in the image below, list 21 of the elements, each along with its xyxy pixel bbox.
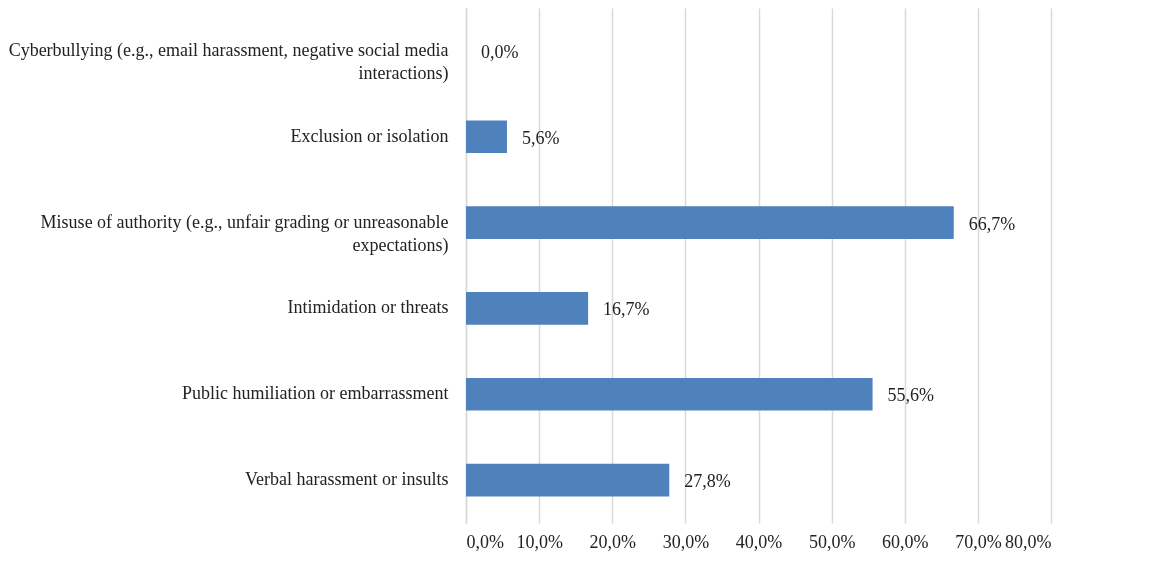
data-label: 16,7% xyxy=(603,299,650,320)
y-tick-label: Misuse of authority (e.g., unfair grading or unreasonable expectations) xyxy=(40,211,449,256)
x-tick-label: 0,0% xyxy=(466,531,504,552)
data-label: 5,6% xyxy=(521,127,560,148)
x-tick-label: 70,0% xyxy=(955,531,1002,552)
x-tick-label: 60,0% xyxy=(882,531,929,552)
y-tick-label: Exclusion or isolation xyxy=(290,125,449,146)
data-label: 27,8% xyxy=(684,471,731,492)
x-tick-label: 10,0% xyxy=(516,531,563,552)
y-tick-label: Cyberbullying (e.g., email harassment, negative social media interactions) xyxy=(8,39,449,84)
y-tick-label: Intimidation or threats xyxy=(287,297,449,318)
x-tick-label: 20,0% xyxy=(589,531,636,552)
y-tick-label: Verbal harassment or insults xyxy=(245,469,449,490)
data-label: 0,0% xyxy=(481,41,519,62)
x-tick-label: 40,0% xyxy=(735,531,783,552)
x-tick-label: 80,0% xyxy=(1005,531,1052,552)
x-tick-label: 30,0% xyxy=(662,531,710,552)
data-label: 66,7% xyxy=(968,213,1016,234)
data-label: 55,6% xyxy=(887,385,935,406)
x-tick-label: 50,0% xyxy=(808,531,856,552)
y-tick-label: Public humiliation or embarrassment xyxy=(182,383,449,404)
